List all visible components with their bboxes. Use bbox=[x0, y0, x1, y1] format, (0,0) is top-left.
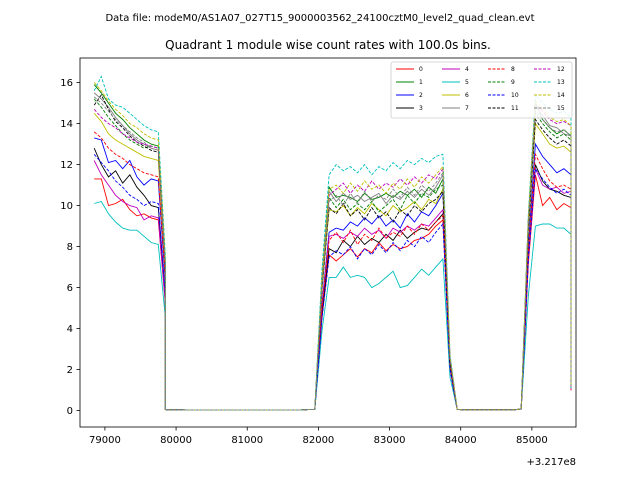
legend-label-13: 13 bbox=[557, 79, 565, 86]
legend-label-0: 0 bbox=[419, 66, 423, 73]
series-layer bbox=[93, 75, 572, 411]
axis-layer: 79000 80000 81000 82000 83000 84000 85000 0 2 4 6 8… bbox=[60, 78, 548, 446]
legend-label-7: 7 bbox=[465, 105, 469, 112]
y-tick-label: 10 bbox=[60, 201, 73, 212]
y-tick-label: 6 bbox=[67, 283, 73, 294]
legend-label-6: 6 bbox=[465, 92, 469, 99]
x-tick-label: 81000 bbox=[231, 435, 263, 446]
legend-label-12: 12 bbox=[557, 66, 565, 73]
x-tick-label: 82000 bbox=[302, 435, 334, 446]
chart-suptitle: Data file: modeM0/AS1A07_027T15_90000035… bbox=[105, 13, 534, 24]
x-tick-label: 84000 bbox=[445, 435, 477, 446]
y-tick-label: 0 bbox=[67, 406, 73, 417]
legend-label-11: 11 bbox=[511, 105, 519, 112]
x-tick-label: 79000 bbox=[89, 435, 121, 446]
legend-label-5: 5 bbox=[465, 79, 469, 86]
legend-label-2: 2 bbox=[419, 92, 423, 99]
legend-box bbox=[390, 61, 573, 119]
series-line-15 bbox=[93, 96, 572, 411]
x-tick-label: 85000 bbox=[516, 435, 548, 446]
y-tick-label: 2 bbox=[67, 365, 73, 376]
y-tick-label: 14 bbox=[60, 119, 73, 130]
legend-label-14: 14 bbox=[557, 92, 565, 99]
legend-label-10: 10 bbox=[511, 92, 519, 99]
legend-label-4: 4 bbox=[465, 66, 469, 73]
plot-frame bbox=[79, 57, 577, 428]
y-tick-label: 4 bbox=[67, 324, 73, 335]
legend-label-3: 3 bbox=[419, 105, 423, 112]
legend-label-1: 1 bbox=[419, 79, 423, 86]
y-tick-label: 16 bbox=[60, 78, 73, 89]
x-tick-label: 83000 bbox=[374, 435, 406, 446]
chart-title: Quadrant 1 module wise count rates with … bbox=[165, 38, 491, 52]
y-tick-label: 8 bbox=[67, 242, 73, 253]
x-offset-label: +3.217e8 bbox=[526, 457, 576, 468]
legend-label-15: 15 bbox=[557, 105, 565, 112]
y-tick-label: 12 bbox=[60, 160, 73, 171]
x-tick-label: 80000 bbox=[160, 435, 192, 446]
legend-label-8: 8 bbox=[511, 66, 515, 73]
legend-label-9: 9 bbox=[511, 79, 515, 86]
